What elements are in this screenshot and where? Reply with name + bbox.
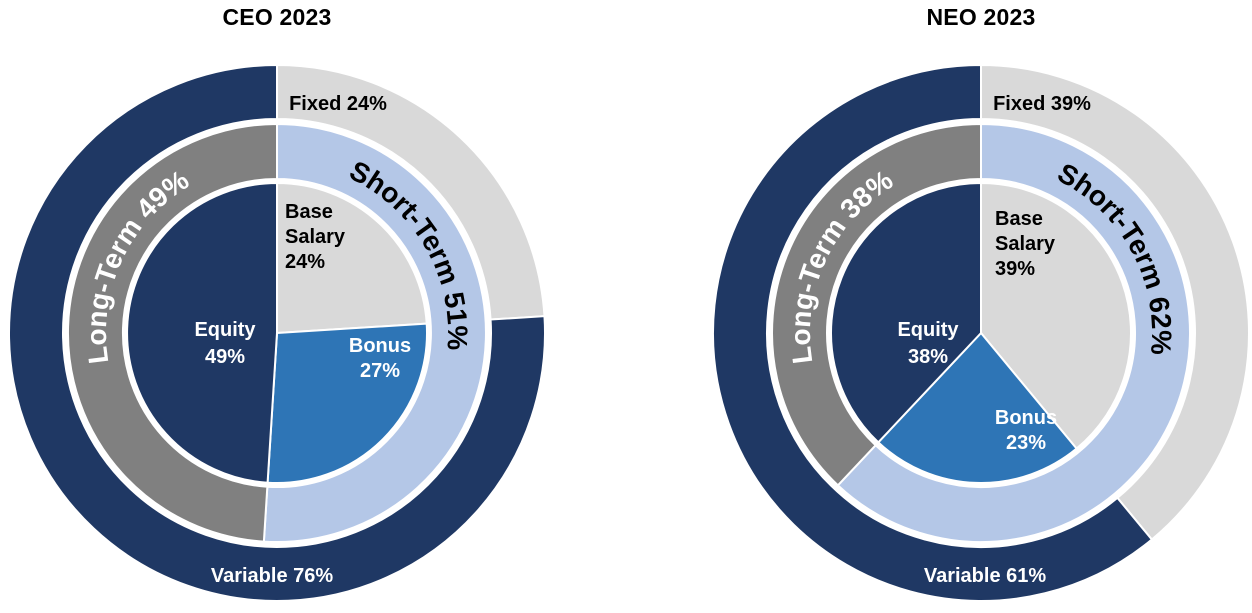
- neo-2023-variable-segment: [712, 64, 1154, 602]
- neo-2023-fixed-segment: [980, 64, 1250, 541]
- ceo-2023-bonus-label: Bonus 27%: [349, 335, 411, 382]
- neo-2023-short-term-segment: [836, 122, 1191, 543]
- ceo-2023-base-salary-segment: [276, 181, 428, 335]
- neo-2023-base-salary-label: Base Salary 39%: [995, 208, 1056, 280]
- neo-2023-equity-segment: [830, 181, 982, 444]
- neo-2023-long-term-segment: [771, 122, 982, 487]
- ceo-2023-variable-segment: [8, 64, 546, 602]
- neo-2023-donut-svg: Fixed 39%Variable 61%Short-Term 62%Long-…: [712, 64, 1250, 602]
- neo-2023-variable-label: Variable 61%: [924, 565, 1047, 587]
- chart-title: CEO 2023: [222, 4, 332, 30]
- ceo-2023-donut: Fixed 24% Variable 76% Short-Term 51% Long-…: [8, 64, 546, 602]
- ceo-2023-equity-segment: [126, 181, 278, 484]
- neo-2023-bonus-label: Bonus 23%: [995, 407, 1057, 454]
- ceo-2023-equity-label: Equity 49%: [194, 319, 256, 368]
- neo-2023-donut: Fixed 39% Variable 61% Short-Term 62% Long-…: [712, 64, 1250, 602]
- ceo-2023-long-term-segment: [67, 122, 278, 543]
- ceo-2023-base-salary-label: Base Salary 24%: [285, 201, 346, 273]
- chart-title: NEO 2023: [926, 4, 1036, 30]
- ceo-2023-donut-svg: Fixed 24%Variable 76%Short-Term 51%Long-…: [8, 64, 546, 602]
- ceo-2023-chart: CEO 2023 Fixed 24% Variable 76% Short-Term…: [8, 4, 546, 602]
- ceo-2023-short-term-segment: [262, 122, 487, 543]
- neo-2023-fixed-label: Fixed 39%: [993, 93, 1091, 115]
- neo-2023-chart: NEO 2023 Fixed 39% Variable 61% Short-Term…: [712, 4, 1250, 602]
- ceo-2023-fixed-label: Fixed 24%: [289, 93, 387, 115]
- neo-2023-base-salary-segment: [980, 181, 1132, 450]
- neo-2023-bonus-segment: [876, 331, 1079, 484]
- neo-2023-equity-label: Equity 38%: [897, 319, 959, 368]
- ceo-2023-variable-label: Variable 76%: [211, 565, 334, 587]
- ceo-2023-bonus-segment: [266, 322, 428, 484]
